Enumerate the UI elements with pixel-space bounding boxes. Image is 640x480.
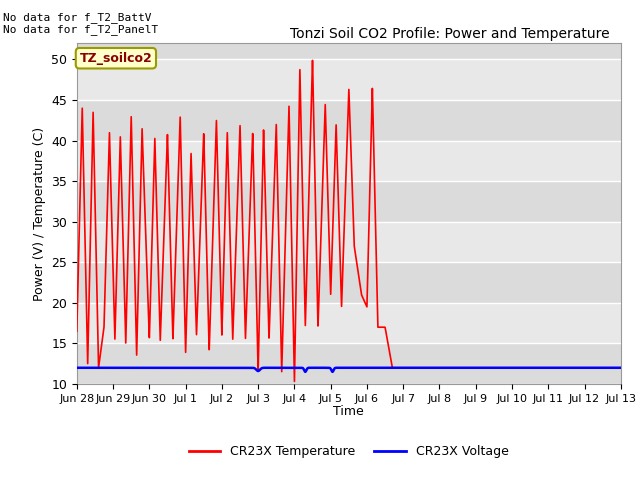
Bar	[77, 181, 621, 222]
Text: Tonzi Soil CO2 Profile: Power and Temperature: Tonzi Soil CO2 Profile: Power and Temper…	[291, 27, 610, 41]
X-axis label: Time: Time	[333, 405, 364, 418]
Y-axis label: Power (V) / Temperature (C): Power (V) / Temperature (C)	[33, 127, 45, 300]
Bar	[77, 262, 621, 303]
Bar	[77, 19, 621, 60]
Bar	[77, 343, 621, 384]
Text: TZ_soilco2: TZ_soilco2	[79, 52, 152, 65]
Bar	[77, 100, 621, 141]
Text: No data for f_T2_BattV: No data for f_T2_BattV	[3, 12, 152, 23]
Legend: CR23X Temperature, CR23X Voltage: CR23X Temperature, CR23X Voltage	[184, 440, 513, 463]
Text: No data for f_T2_PanelT: No data for f_T2_PanelT	[3, 24, 159, 35]
